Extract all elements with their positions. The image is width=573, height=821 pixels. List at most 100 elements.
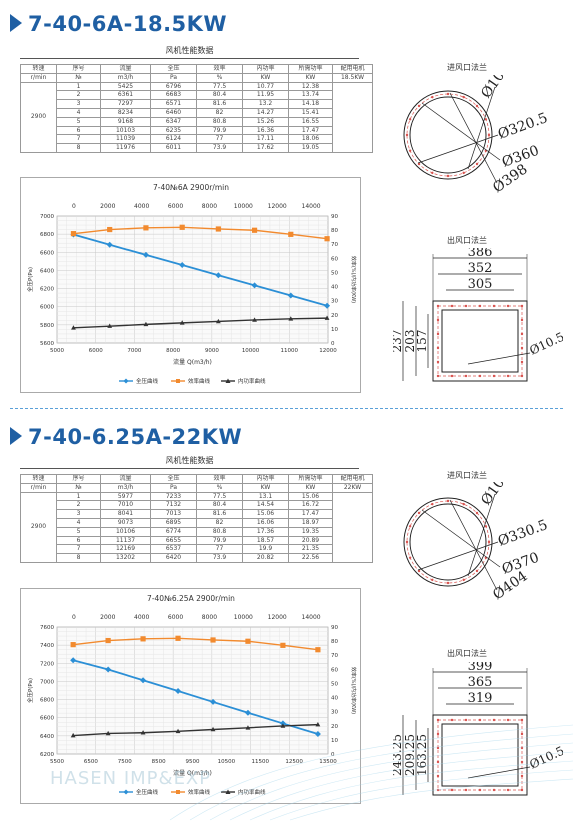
table-row: 2 6361 6683 80.4 11.95 13.74: [21, 90, 373, 101]
data-point: [210, 726, 216, 732]
table-cell: 18.06: [288, 134, 333, 145]
data-point: [215, 272, 222, 279]
table-cell: 3: [56, 99, 101, 109]
table-cell: 6361: [100, 90, 151, 101]
table-cell: 12169: [100, 544, 151, 555]
bolt-hole: [506, 718, 510, 722]
chart-title: 7-40№6.25A 2900r/min: [147, 594, 235, 603]
table-cell: 6420: [150, 553, 197, 563]
dimension-label: 386: [468, 248, 493, 260]
bolt-hole: [506, 304, 510, 308]
data-point: [251, 227, 258, 233]
chart-svg: 7-40№6.25A 2900r/min62006400660068007000…: [26, 594, 357, 796]
table-header-cell: 效率: [196, 474, 243, 484]
y2-tick-label: 20: [331, 724, 338, 730]
table-row: 5 10106 6774 80.8 17.36 19.35: [21, 526, 373, 537]
x-tick-label: 9000: [205, 348, 219, 354]
data-point: [251, 282, 258, 289]
table-cell: 6: [56, 125, 101, 136]
data-point: [106, 241, 113, 248]
dimension-label: 305: [468, 277, 493, 292]
y-tick-label: 6600: [40, 250, 54, 256]
table-cell: 6347: [150, 116, 197, 127]
y2-tick-label: 70: [331, 653, 338, 659]
outer-ring: [403, 497, 493, 587]
table-header-cell: 转速: [20, 64, 57, 74]
bolt-hole: [417, 569, 421, 573]
table-header-cell: 22KW: [332, 482, 373, 493]
x-axis-label: 流量 Q(m3/h): [173, 769, 212, 777]
triangle-icon: [10, 427, 22, 445]
table-title: 风机性能数据: [20, 455, 359, 469]
table-header-cell: 所需功率: [288, 64, 333, 74]
table-cell: 6537: [150, 544, 197, 555]
section-divider: [10, 408, 563, 409]
table-header-cell: %: [196, 482, 243, 493]
table-header-cell: KW: [288, 482, 333, 493]
x-tick-label: 7000: [127, 348, 141, 354]
table-cell: 15.26: [242, 116, 289, 127]
y2-axis-label: 效率(%)/内功率(KW): [350, 667, 357, 714]
y2-tick-label: 90: [331, 214, 338, 220]
bolt-hole: [436, 374, 440, 378]
table-cell: 4: [56, 107, 101, 118]
legend-marker: [176, 790, 180, 794]
x-tick-label: 10500: [218, 759, 236, 765]
table-cell: 14.18: [288, 99, 333, 109]
x-tick-label: 12000: [319, 348, 337, 354]
outer-rect: [432, 300, 528, 382]
bolt-hole: [436, 732, 440, 736]
table-cell: 19.9: [242, 544, 289, 555]
bolt-hole: [436, 332, 440, 336]
y-tick-label: 7600: [40, 625, 54, 631]
x-tick-label: 7500: [118, 759, 132, 765]
bolt-hole: [464, 374, 468, 378]
table-cell: 10.77: [242, 81, 289, 92]
dimension-label: 352: [468, 261, 493, 276]
table-cell: 11976: [100, 143, 151, 153]
legend-marker: [123, 378, 129, 384]
dimension-label: 319: [468, 691, 493, 706]
table-cell: 79.9: [196, 125, 243, 136]
bolt-hole: [462, 171, 465, 175]
table-cell: 17.62: [242, 143, 289, 153]
table-cell: 16.55: [288, 116, 333, 127]
bolt-hole: [431, 171, 434, 175]
chart-title: 7-40№6A 2900r/min: [153, 183, 229, 192]
x-tick-label: 5500: [50, 759, 64, 765]
table-cell: 4: [56, 517, 101, 528]
table-header-cell: r/min: [20, 482, 57, 493]
table-cell: 7: [56, 544, 101, 555]
bolt-hole: [484, 525, 488, 528]
dimension-label: 365: [468, 675, 493, 690]
y2-tick-label: 0: [331, 341, 335, 347]
dimension-label: 399: [468, 662, 493, 674]
table-cell: 6796: [150, 81, 197, 92]
table-header-cell: Pa: [150, 482, 197, 493]
table-header-cell: 配用电机: [332, 474, 373, 484]
table-cell: 77.5: [196, 491, 243, 502]
y-tick-label: 5600: [40, 341, 54, 347]
bolt-hole: [408, 149, 412, 152]
data-point: [70, 657, 77, 664]
x-tick-label: 12500: [285, 759, 303, 765]
data-point: [324, 302, 331, 309]
y-tick-label: 6800: [40, 232, 54, 238]
table-cell: 77.5: [196, 81, 243, 92]
y2-tick-label: 80: [331, 639, 338, 645]
bolt-hole: [520, 346, 524, 350]
table-header-cell: 内功率: [242, 64, 289, 74]
y-tick-label: 6400: [40, 268, 54, 274]
table-row: 3 8041 7013 81.6 15.06 17.47: [21, 509, 373, 519]
dimension-label: Ø10: [478, 75, 508, 101]
table-cell: 82: [196, 107, 243, 118]
table-cell: 6011: [150, 143, 197, 153]
table-cell: 77: [196, 134, 243, 145]
legend-marker: [225, 378, 231, 383]
bolt-hole: [436, 346, 440, 350]
bolt-hole: [450, 718, 454, 722]
bolt-hole: [408, 556, 412, 559]
table-header-cell: 所需功率: [288, 474, 333, 484]
table-cell: 13.1: [242, 491, 289, 502]
